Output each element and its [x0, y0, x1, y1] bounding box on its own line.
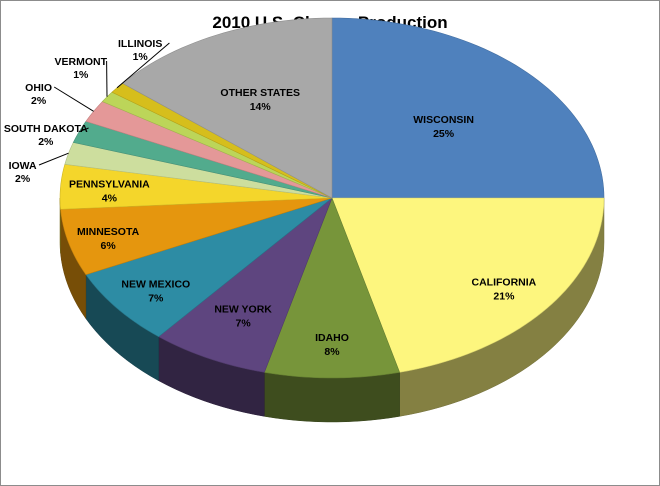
slice-minnesota [60, 197, 333, 275]
leader-iowa [38, 152, 69, 166]
slice-value-new-mexico: 7% [148, 293, 164, 305]
slice-ohio [85, 101, 333, 199]
leader-ohio [53, 86, 94, 112]
slice-value-minnesota: 6% [101, 240, 117, 252]
slice-name-vermont: VERMONT [55, 56, 108, 68]
slice-value-other-states: 14% [250, 101, 272, 113]
slice-value-illinois: 1% [133, 51, 149, 63]
slice-name-iowa: IOWA [9, 160, 37, 172]
slice-value-pennsylvania: 4% [102, 193, 118, 205]
slice-name-california: CALIFORNIA [472, 276, 537, 288]
leader-lines [38, 42, 170, 166]
slice-labels: WISCONSIN 25% CALIFORNIA 21% IDAHO 8% NEW YORK… [4, 38, 537, 358]
slice-wisconsin [331, 17, 605, 199]
slice-value-california: 21% [493, 290, 515, 302]
label-california: CALIFORNIA 21% [472, 276, 537, 302]
slice-value-vermont: 1% [73, 69, 89, 81]
pie-tops [59, 17, 605, 379]
label-new-york: NEW YORK 7% [214, 304, 272, 330]
slice-other-states [121, 17, 333, 199]
label-minnesota: MINNESOTA 6% [77, 226, 140, 252]
slice-name-minnesota: MINNESOTA [77, 226, 140, 238]
slice-idaho [263, 197, 401, 379]
slice-new-mexico [85, 197, 333, 338]
slice-name-wisconsin: WISCONSIN [413, 114, 474, 126]
slice-new-york [158, 197, 333, 373]
slice-value-south-dakota: 2% [38, 136, 54, 148]
leader-illinois [116, 42, 170, 89]
label-pennsylvania: PENNSYLVANIA 4% [69, 179, 150, 205]
slice-name-other-states: OTHER STATES [220, 87, 300, 99]
slice-name-new-york: NEW YORK [214, 304, 272, 316]
slice-value-iowa: 2% [15, 173, 31, 185]
label-other-states: OTHER STATES 14% [220, 87, 300, 113]
slice-name-illinois: ILLINOIS [118, 38, 162, 50]
slice-iowa [64, 142, 333, 199]
slice-value-wisconsin: 25% [433, 128, 455, 140]
side-idaho [264, 372, 400, 423]
label-idaho: IDAHO 8% [315, 332, 349, 358]
slice-value-new-york: 7% [236, 318, 252, 330]
slice-name-new-mexico: NEW MEXICO [121, 279, 190, 291]
slice-value-idaho: 8% [324, 346, 340, 358]
label-new-mexico: NEW MEXICO 7% [121, 279, 190, 305]
slice-california [331, 197, 605, 373]
label-wisconsin: WISCONSIN 25% [413, 114, 474, 140]
slice-name-south-dakota: SOUTH DAKOTA [4, 123, 88, 135]
slice-name-idaho: IDAHO [315, 332, 349, 344]
slice-value-ohio: 2% [31, 95, 47, 107]
slice-name-ohio: OHIO [25, 82, 52, 94]
slice-name-pennsylvania: PENNSYLVANIA [69, 179, 150, 191]
leader-south-dakota [78, 127, 89, 133]
slice-pennsylvania [59, 163, 333, 210]
pie-sides [59, 197, 605, 423]
